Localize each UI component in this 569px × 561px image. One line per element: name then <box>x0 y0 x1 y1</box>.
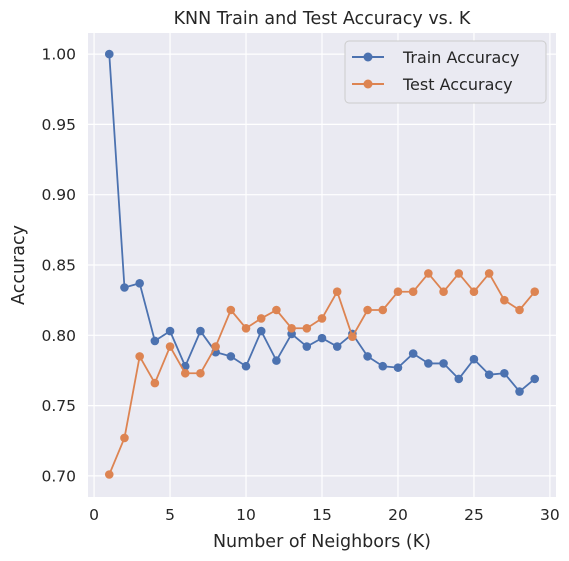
data-point-test <box>151 379 160 388</box>
data-point-test <box>135 352 144 361</box>
data-point-train <box>303 342 312 351</box>
data-point-test <box>470 287 479 296</box>
data-point-train <box>105 50 114 59</box>
data-point-train <box>424 359 433 368</box>
data-point-test <box>500 296 509 305</box>
y-axis-label: Accuracy <box>9 225 29 305</box>
data-point-test <box>120 434 129 443</box>
data-point-train <box>378 362 387 371</box>
data-point-train <box>454 375 463 384</box>
x-tick-label: 20 <box>388 506 408 524</box>
data-point-train <box>409 349 418 358</box>
data-point-test <box>363 306 372 315</box>
data-point-test <box>515 306 524 315</box>
data-point-test <box>196 369 205 378</box>
data-point-train <box>439 359 448 368</box>
data-point-test <box>409 287 418 296</box>
data-point-test <box>287 324 296 333</box>
data-point-train <box>394 363 403 372</box>
y-tick-label: 0.80 <box>41 327 76 345</box>
data-point-test <box>242 324 251 333</box>
data-point-train <box>196 327 205 336</box>
x-tick-label: 0 <box>89 506 99 524</box>
data-point-train <box>227 352 236 361</box>
data-point-train <box>135 279 144 288</box>
data-point-train <box>272 356 281 365</box>
x-tick-label: 25 <box>464 506 484 524</box>
x-tick-label: 10 <box>236 506 256 524</box>
data-point-train <box>318 334 327 343</box>
data-point-train <box>333 342 342 351</box>
y-tick-label: 0.75 <box>41 397 76 415</box>
data-point-test <box>439 287 448 296</box>
data-point-test <box>257 314 266 323</box>
y-tick-label: 0.95 <box>41 116 76 134</box>
data-point-test <box>348 332 357 341</box>
y-tick-label: 0.70 <box>41 467 76 485</box>
x-axis-label: Number of Neighbors (K) <box>213 532 431 552</box>
data-point-train <box>242 362 251 371</box>
data-point-test <box>166 342 175 351</box>
data-point-test <box>530 287 539 296</box>
legend-label-test: Test Accuracy <box>402 75 513 94</box>
data-point-test <box>227 306 236 315</box>
data-point-test <box>303 324 312 333</box>
data-point-train <box>120 283 129 292</box>
data-point-train <box>470 355 479 364</box>
legend-marker-train <box>364 53 373 62</box>
legend-label-train: Train Accuracy <box>402 48 520 67</box>
x-tick-label: 15 <box>312 506 332 524</box>
data-point-test <box>394 287 403 296</box>
data-point-test <box>454 269 463 278</box>
data-point-test <box>318 314 327 323</box>
data-point-train <box>166 327 175 336</box>
data-point-train <box>515 387 524 396</box>
data-point-test <box>181 369 190 378</box>
x-tick-label: 5 <box>165 506 175 524</box>
legend: Train Accuracy Test Accuracy <box>345 41 546 103</box>
data-point-train <box>500 369 509 378</box>
data-point-test <box>105 470 114 479</box>
data-point-test <box>272 306 281 315</box>
data-point-test <box>378 306 387 315</box>
data-point-train <box>151 337 160 346</box>
y-tick-label: 0.90 <box>41 186 76 204</box>
x-tick-label: 30 <box>540 506 560 524</box>
data-point-train <box>530 375 539 384</box>
data-point-train <box>257 327 266 336</box>
legend-marker-test <box>364 80 373 89</box>
y-tick-label: 0.85 <box>41 257 76 275</box>
y-tick-label: 1.00 <box>41 46 76 64</box>
data-point-test <box>485 269 494 278</box>
data-point-test <box>333 287 342 296</box>
chart-title: KNN Train and Test Accuracy vs. K <box>174 9 471 29</box>
data-point-test <box>424 269 433 278</box>
data-point-test <box>211 342 220 351</box>
data-point-train <box>363 352 372 361</box>
data-point-train <box>485 370 494 379</box>
